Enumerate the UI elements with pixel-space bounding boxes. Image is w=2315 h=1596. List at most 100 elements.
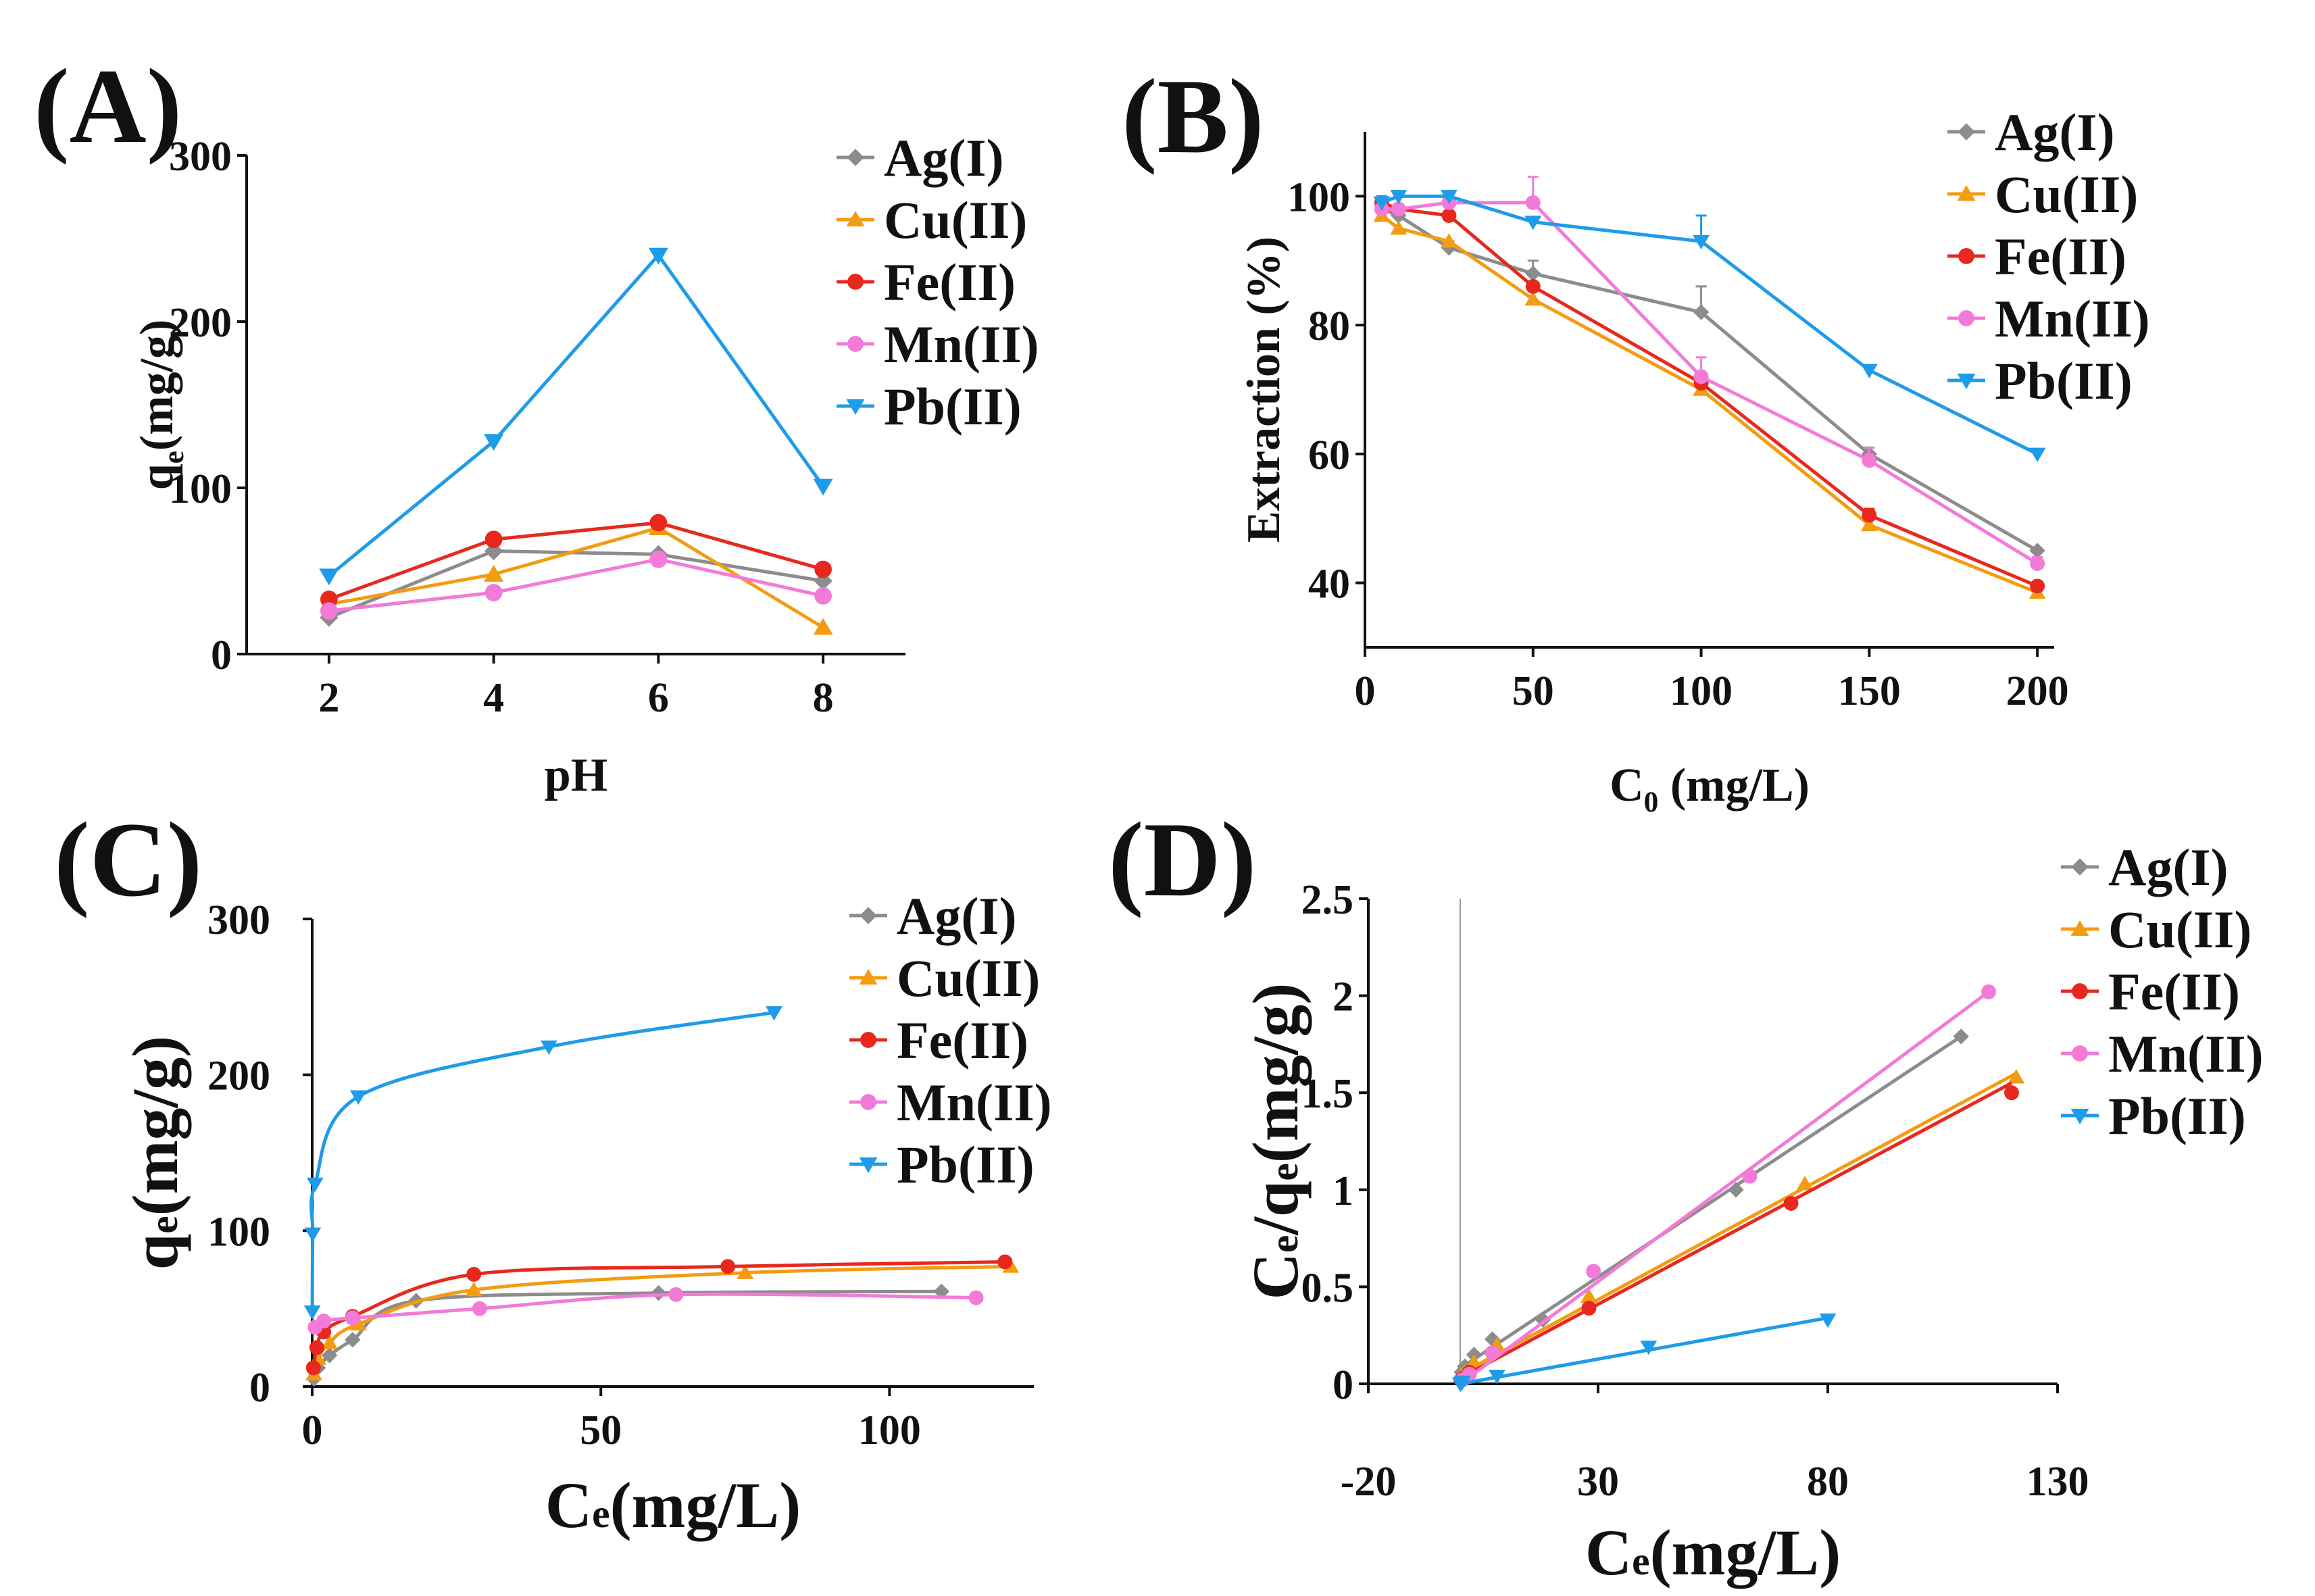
panel-b-x-axis-title-part-2: (mg/L) (1658, 759, 1810, 812)
legend-label-mn-ii: Mn(II) (884, 315, 1039, 374)
panel-c-series-ag-i (305, 1283, 950, 1387)
panel-d-ytick-label: 1 (1333, 1168, 1353, 1214)
panel-b-point-mn-ii (1693, 369, 1709, 384)
legend-entry-cu-ii: Cu(II) (2061, 900, 2251, 959)
panel-c-point-pb-ii (540, 1040, 557, 1055)
panel-a-series-line-mn-ii (328, 557, 824, 613)
panel-b-x-axis-title: C0 (mg/L) (1610, 759, 1810, 818)
panel-c-series-mn-ii (307, 1287, 984, 1335)
panel-c-x-axis-title-part-0: C (545, 1469, 592, 1541)
panel-c-point-mn-ii (472, 1301, 487, 1316)
panel-d-ytick-label: 2 (1333, 974, 1353, 1020)
panel-b-x-axis-title-part-1: 0 (1644, 786, 1659, 818)
legend-entry-mn-ii: Mn(II) (837, 315, 1039, 374)
panel-d-point-cu-ii (2008, 1069, 2025, 1084)
legend-marker-pb-ii (1957, 373, 1976, 389)
panel-d-point-mn-ii (1485, 1345, 1500, 1360)
legend-marker-ag-i (2071, 858, 2089, 876)
panel-d-point-pb-ii (1640, 1341, 1658, 1355)
panel-a-series-line-fe-ii (328, 521, 824, 601)
panel-d-xtick-label: 80 (1807, 1459, 1849, 1505)
panel-a-xtick-label: 8 (813, 675, 834, 721)
panel-d-series-ag-i (1453, 1028, 1969, 1380)
panel-b-point-mn-ii (2030, 556, 2045, 571)
panel-a-ytick-label: 200 (169, 300, 232, 346)
legend-label-pb-ii: Pb(II) (1995, 351, 2133, 410)
panel-d-x-axis-title-part-2: (mg/L) (1650, 1516, 1841, 1589)
legend-label-cu-ii: Cu(II) (2108, 900, 2251, 959)
legend-entry-pb-ii: Pb(II) (849, 1135, 1035, 1194)
panel-d: (D) 00.511.522.5-20 30 80 130Ce(mg/L)Ce/qe(… (1108, 801, 2264, 1589)
panel-d-y-axis-title: Ce/qe(mg/g) (1239, 983, 1312, 1300)
legend-marker-pb-ii (859, 1157, 878, 1173)
panel-a-series-line-pb-ii (328, 252, 825, 578)
panel-a-point-mn-ii (320, 602, 338, 620)
panel-b-point-pb-ii (1440, 190, 1458, 205)
legend-entry-pb-ii: Pb(II) (837, 377, 1022, 436)
panel-c-series-curve-cu-ii (312, 1264, 1011, 1375)
panel-d-xtick-label: 130 (2026, 1459, 2089, 1505)
legend-marker-mn-ii (1958, 310, 1974, 326)
panel-a-ytick-label: 300 (169, 134, 232, 180)
panel-b-series-cu-ii (1373, 207, 2046, 599)
panel-d-fit-line-cu-ii (1459, 1072, 2017, 1376)
panel-c-point-ag-i (650, 1285, 667, 1301)
panel-c-ytick-label: 0 (249, 1365, 270, 1411)
panel-d-ytick-label: 0.5 (1301, 1265, 1354, 1311)
panel-label-c: (C) (54, 801, 202, 919)
panel-a: (A) 0 100 200 300 2 4 6 8 pH qe(mg/g) Ag(I)Cu(II)F… (34, 47, 1039, 801)
panel-b-point-pb-ii (1693, 234, 1710, 250)
panel-c-point-fe-ii (309, 1340, 324, 1355)
panel-b-point-pb-ii (1390, 190, 1408, 205)
panel-d-point-fe-ii (2004, 1085, 2019, 1101)
panel-b-point-ag-i (1525, 266, 1541, 282)
panel-d-ytick-label: 2.5 (1301, 877, 1354, 923)
panel-b-point-cu-ii (1390, 220, 1408, 235)
panel-a-ytick-label: 0 (211, 632, 232, 678)
panel-a-point-mn-ii (649, 550, 668, 568)
panel-c-point-cu-ii (321, 1335, 339, 1349)
panel-b-point-pb-ii (2028, 447, 2046, 462)
legend-marker-fe-ii (2072, 983, 2088, 999)
legend-label-pb-ii: Pb(II) (897, 1135, 1035, 1194)
panel-d-fit-line-ag-i (1459, 1034, 1962, 1370)
panel-b-y-axis-title: Extraction (%) (1238, 236, 1290, 543)
legend-entry-cu-ii: Cu(II) (849, 949, 1040, 1007)
panel-d-point-cu-ii (1796, 1176, 1814, 1191)
panel-b-point-fe-ii (1441, 208, 1457, 223)
panel-c-series-pb-ii (303, 1006, 782, 1320)
panel-d-point-pb-ii (1819, 1313, 1837, 1328)
panel-d-point-mn-ii (1586, 1264, 1601, 1279)
legend-entry-pb-ii: Pb(II) (1947, 351, 2133, 410)
panel-c-point-pb-ii (306, 1177, 324, 1193)
panel-d-point-ag-i (1953, 1028, 1969, 1045)
legend-marker-mn-ii (2072, 1045, 2088, 1062)
panel-d-point-pb-ii (1453, 1375, 1471, 1391)
legend-marker-ag-i (1958, 123, 1975, 141)
legend-marker-fe-ii (860, 1032, 876, 1048)
panel-a-series-fe-ii (320, 514, 832, 608)
panel-c-point-pb-ii (303, 1305, 321, 1320)
panel-d-point-fe-ii (1581, 1301, 1597, 1316)
panel-d-ytick-label: 1.5 (1301, 1071, 1354, 1117)
panel-a-xtick-label: 2 (318, 675, 339, 721)
panel-label-b: (B) (1122, 57, 1264, 176)
panel-a-point-mn-ii (484, 584, 503, 601)
panel-b-point-cu-ii (1524, 291, 1542, 306)
panel-c-series-cu-ii (305, 1258, 1020, 1380)
panel-c-point-cu-ii (465, 1281, 482, 1297)
panel-c-point-ag-i (345, 1332, 361, 1348)
panel-b-xtick-label: 0 (1355, 668, 1376, 714)
panel-d-xtick-label: 30 (1577, 1459, 1619, 1505)
panel-d-series-fe-ii (1453, 1081, 2019, 1388)
legend-entry-mn-ii: Mn(II) (1947, 289, 2150, 348)
panel-a-y-axis-title: qe(mg/g) (131, 320, 190, 491)
legend-label-fe-ii: Fe(II) (884, 253, 1016, 311)
legend-entry-ag-i: Ag(I) (2061, 838, 2229, 897)
panel-c-point-fe-ii (720, 1259, 736, 1274)
legend-marker-fe-ii (1958, 248, 1974, 264)
legend-entry-ag-i: Ag(I) (837, 128, 1004, 187)
legend-entry-fe-ii: Fe(II) (1947, 227, 2126, 286)
legend-entry-pb-ii: Pb(II) (2061, 1087, 2246, 1145)
